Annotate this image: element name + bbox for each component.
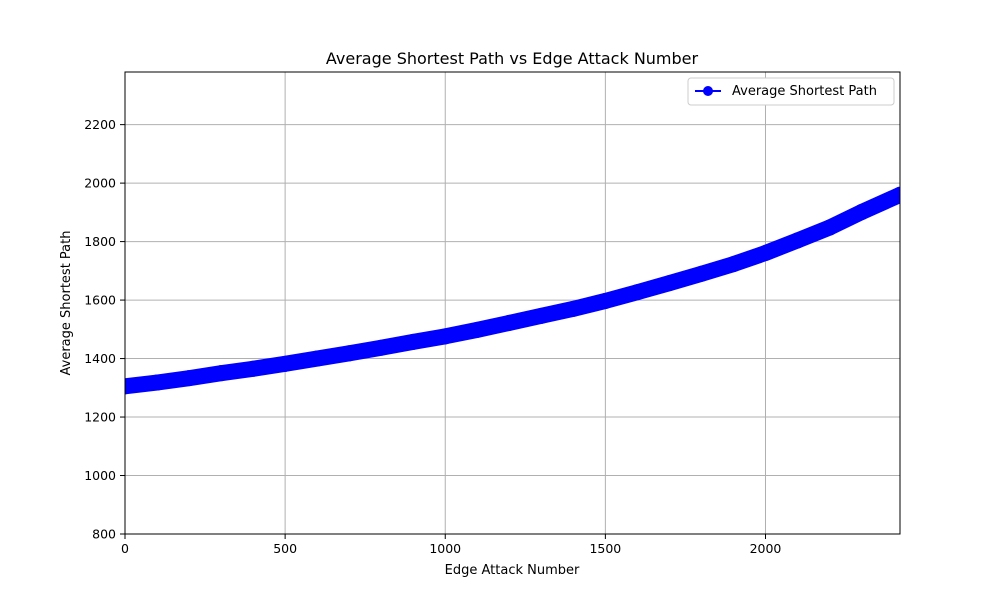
data-point	[469, 321, 486, 338]
legend: Average Shortest Path	[687, 77, 895, 106]
y-tick-label: 1200	[84, 410, 116, 425]
data-point	[789, 232, 806, 249]
data-point	[892, 186, 900, 203]
data-point	[693, 265, 710, 282]
data-point	[629, 284, 646, 301]
data-point	[309, 350, 326, 367]
ticks: 0 500 1000 1500 2000 800 1000 1200 1400 1600 1800 2…	[84, 117, 781, 556]
x-tick-label: 500	[273, 541, 297, 556]
data-point	[565, 300, 582, 317]
data-point	[437, 328, 454, 345]
data-point	[533, 307, 550, 324]
legend-marker-swatch	[703, 86, 713, 96]
plot-frame	[124, 71, 901, 535]
y-tick-label: 1000	[84, 468, 116, 483]
series-layer	[125, 186, 900, 395]
y-tick-label: 2000	[84, 176, 116, 191]
legend-box	[687, 77, 895, 106]
x-tick-label: 2000	[750, 541, 782, 556]
data-point	[597, 292, 614, 309]
y-tick-label: 2200	[84, 117, 116, 132]
x-tick-label: 1000	[429, 541, 461, 556]
data-point	[245, 360, 262, 377]
y-axis-label: Average Shortest Path	[59, 231, 74, 376]
y-tick-label: 800	[92, 527, 116, 542]
legend-label: Average Shortest Path	[732, 84, 877, 99]
x-tick-label: 1500	[589, 541, 621, 556]
chart-title: Average Shortest Path vs Edge Attack Num…	[326, 49, 699, 68]
data-point	[821, 219, 838, 236]
data-point	[125, 378, 133, 395]
y-tick-label: 1400	[84, 351, 116, 366]
series-line	[125, 186, 900, 395]
data-point	[661, 275, 678, 292]
data-point	[277, 355, 294, 372]
data-point	[725, 256, 742, 273]
series-group	[125, 186, 900, 395]
y-tick-label: 1800	[84, 234, 116, 249]
data-point	[213, 365, 230, 382]
x-tick-label: 0	[121, 541, 129, 556]
data-point	[405, 333, 422, 350]
grid	[124, 72, 900, 535]
x-axis-label: Edge Attack Number	[445, 563, 580, 578]
data-point	[341, 345, 358, 362]
data-point	[181, 370, 198, 387]
data-point	[373, 339, 390, 356]
data-point	[501, 314, 518, 331]
data-point	[853, 204, 870, 221]
data-point	[149, 374, 166, 391]
y-tick-label: 1600	[84, 293, 116, 308]
data-point	[757, 244, 774, 261]
